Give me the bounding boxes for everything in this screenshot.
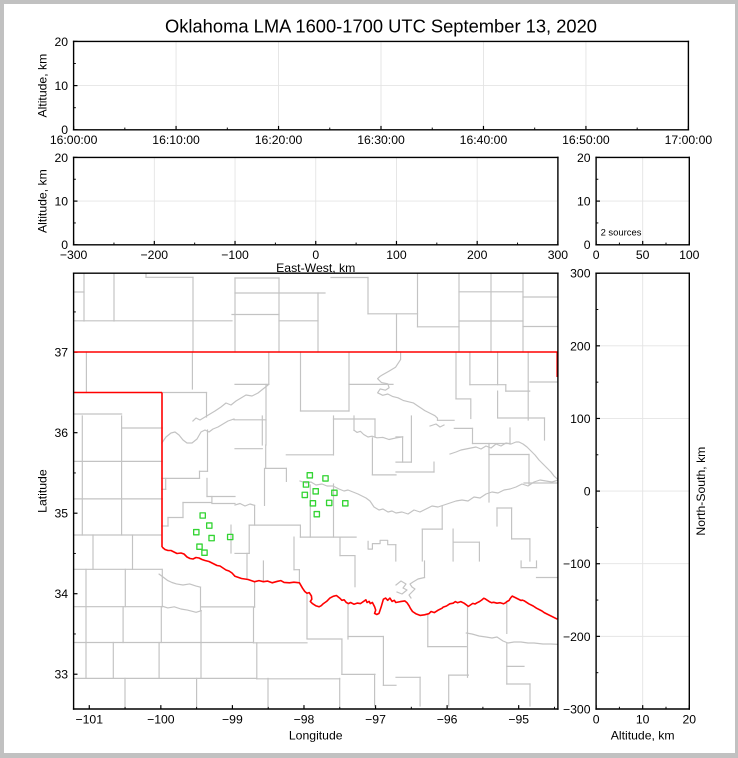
svg-text:−99: −99 [222,712,243,726]
svg-text:−101: −101 [76,712,104,726]
svg-text:2 sources: 2 sources [601,227,642,238]
svg-text:−300: −300 [60,248,88,262]
svg-text:35: 35 [54,507,68,521]
svg-text:33: 33 [54,668,68,682]
svg-text:0: 0 [593,712,600,726]
svg-text:0: 0 [584,238,591,252]
svg-text:16:00:00: 16:00:00 [50,133,98,147]
svg-text:−100: −100 [563,557,591,571]
svg-text:Altitude, km: Altitude, km [611,729,675,743]
svg-text:200: 200 [570,339,591,353]
svg-text:−200: −200 [141,248,169,262]
svg-text:16:50:00: 16:50:00 [562,133,610,147]
svg-text:50: 50 [636,248,650,262]
svg-text:16:30:00: 16:30:00 [357,133,405,147]
svg-text:10: 10 [577,195,591,209]
svg-text:Oklahoma LMA 1600-1700 UTC Sep: Oklahoma LMA 1600-1700 UTC September 13,… [165,16,597,37]
svg-text:0: 0 [61,238,68,252]
svg-text:100: 100 [570,412,591,426]
svg-text:Altitude, km: Altitude, km [35,169,49,233]
svg-text:37: 37 [54,346,68,360]
svg-text:10: 10 [636,712,650,726]
svg-text:−98: −98 [294,712,315,726]
svg-text:0: 0 [61,123,68,137]
svg-text:0: 0 [584,485,591,499]
svg-text:−96: −96 [437,712,458,726]
svg-text:100: 100 [386,248,407,262]
svg-text:16:10:00: 16:10:00 [152,133,200,147]
svg-text:17:00:00: 17:00:00 [665,133,713,147]
svg-text:0: 0 [593,248,600,262]
svg-text:100: 100 [679,248,700,262]
svg-text:16:40:00: 16:40:00 [460,133,508,147]
svg-text:20: 20 [54,35,68,49]
svg-text:10: 10 [54,195,68,209]
svg-text:−97: −97 [365,712,386,726]
svg-text:300: 300 [570,267,591,281]
svg-text:East-West, km: East-West, km [276,261,355,275]
svg-text:−100: −100 [221,248,249,262]
svg-text:16:20:00: 16:20:00 [255,133,303,147]
svg-text:Latitude: Latitude [35,469,49,513]
svg-text:−100: −100 [147,712,175,726]
svg-text:−200: −200 [563,630,591,644]
svg-text:20: 20 [54,151,68,165]
svg-text:Altitude, km: Altitude, km [35,54,49,118]
svg-text:−95: −95 [508,712,529,726]
svg-text:20: 20 [683,712,697,726]
svg-text:0: 0 [312,248,319,262]
svg-text:−300: −300 [563,702,591,716]
svg-text:200: 200 [467,248,488,262]
svg-text:North-South, km: North-South, km [694,447,708,536]
svg-text:Longitude: Longitude [289,729,343,743]
svg-text:34: 34 [54,587,68,601]
svg-text:36: 36 [54,426,68,440]
svg-text:10: 10 [54,79,68,93]
svg-text:20: 20 [577,151,591,165]
svg-text:300: 300 [548,248,569,262]
